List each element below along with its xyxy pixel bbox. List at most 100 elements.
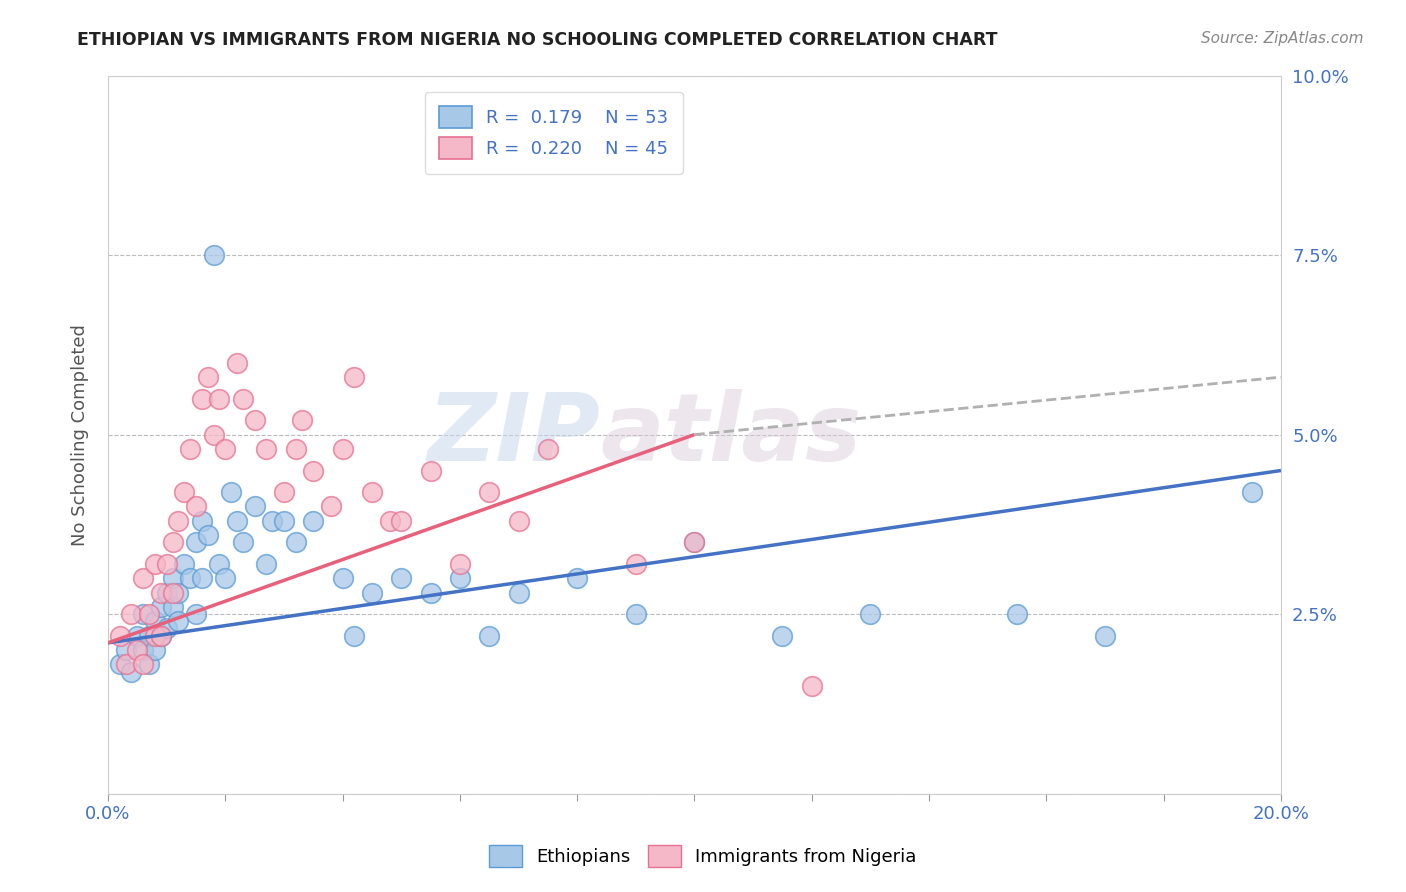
Text: ZIP: ZIP (427, 389, 600, 481)
Point (243, 500, 266, 514)
Y-axis label: No Schooling Completed: No Schooling Completed (72, 324, 89, 546)
Point (302, 514, 325, 528)
Point (624, 607, 647, 621)
Point (132, 607, 155, 621)
Point (197, 370, 219, 384)
Point (143, 629, 166, 643)
Point (156, 622, 179, 636)
Point (132, 657, 155, 672)
Point (449, 557, 471, 571)
Point (332, 571, 354, 585)
Point (254, 442, 277, 456)
Point (184, 535, 207, 549)
Point (208, 557, 231, 571)
Point (624, 557, 647, 571)
Point (859, 607, 882, 621)
Point (361, 585, 384, 599)
Point (449, 571, 471, 585)
Point (343, 629, 366, 643)
Point (226, 356, 249, 370)
Point (419, 585, 441, 599)
Point (162, 535, 184, 549)
Point (772, 629, 794, 643)
Point (273, 485, 295, 500)
Text: Source: ZipAtlas.com: Source: ZipAtlas.com (1201, 31, 1364, 46)
Point (132, 643, 155, 657)
Point (243, 413, 266, 427)
Point (537, 442, 560, 456)
Point (332, 442, 354, 456)
Point (191, 392, 214, 406)
Point (167, 615, 190, 629)
Point (120, 607, 142, 621)
Point (143, 643, 166, 657)
Point (508, 514, 530, 528)
Point (214, 571, 236, 585)
Point (284, 442, 307, 456)
Point (508, 585, 530, 599)
Point (132, 571, 155, 585)
Point (389, 571, 412, 585)
Legend: Ethiopians, Immigrants from Nigeria: Ethiopians, Immigrants from Nigeria (482, 838, 924, 874)
Point (191, 514, 214, 528)
Point (202, 248, 225, 262)
Point (149, 599, 172, 614)
Point (167, 514, 190, 528)
Point (149, 629, 172, 643)
Point (156, 585, 179, 599)
Point (167, 585, 190, 599)
Point (184, 500, 207, 514)
Point (114, 657, 136, 672)
Legend: R =  0.179    N = 53, R =  0.220    N = 45: R = 0.179 N = 53, R = 0.220 N = 45 (425, 92, 683, 174)
Point (173, 557, 195, 571)
Point (214, 442, 236, 456)
Point (184, 607, 207, 621)
Point (683, 535, 706, 549)
Point (232, 535, 254, 549)
Point (226, 514, 249, 528)
Point (389, 514, 412, 528)
Point (208, 392, 231, 406)
Point (191, 571, 214, 585)
Point (127, 629, 149, 643)
Point (149, 585, 172, 599)
Point (1094, 629, 1116, 643)
Point (143, 557, 166, 571)
Point (319, 500, 342, 514)
Point (202, 427, 225, 442)
Point (254, 557, 277, 571)
Point (179, 571, 201, 585)
Point (800, 679, 823, 693)
Point (284, 535, 307, 549)
Point (156, 557, 179, 571)
Point (378, 514, 401, 528)
Point (179, 442, 201, 456)
Point (127, 643, 149, 657)
Point (114, 643, 136, 657)
Point (162, 599, 184, 614)
Point (149, 629, 172, 643)
Point (478, 629, 501, 643)
Point (173, 485, 195, 500)
Text: atlas: atlas (600, 389, 862, 481)
Point (262, 514, 284, 528)
Point (143, 615, 166, 629)
Point (290, 413, 312, 427)
Point (302, 463, 325, 477)
Point (683, 535, 706, 549)
Point (138, 607, 160, 621)
Point (219, 485, 242, 500)
Point (1005, 607, 1028, 621)
Point (343, 370, 366, 384)
Point (108, 657, 131, 672)
Point (567, 571, 589, 585)
Point (478, 485, 501, 500)
Point (273, 514, 295, 528)
Text: ETHIOPIAN VS IMMIGRANTS FROM NIGERIA NO SCHOOLING COMPLETED CORRELATION CHART: ETHIOPIAN VS IMMIGRANTS FROM NIGERIA NO … (77, 31, 998, 49)
Point (108, 629, 131, 643)
Point (162, 571, 184, 585)
Point (232, 392, 254, 406)
Point (120, 665, 142, 679)
Point (138, 657, 160, 672)
Point (197, 528, 219, 542)
